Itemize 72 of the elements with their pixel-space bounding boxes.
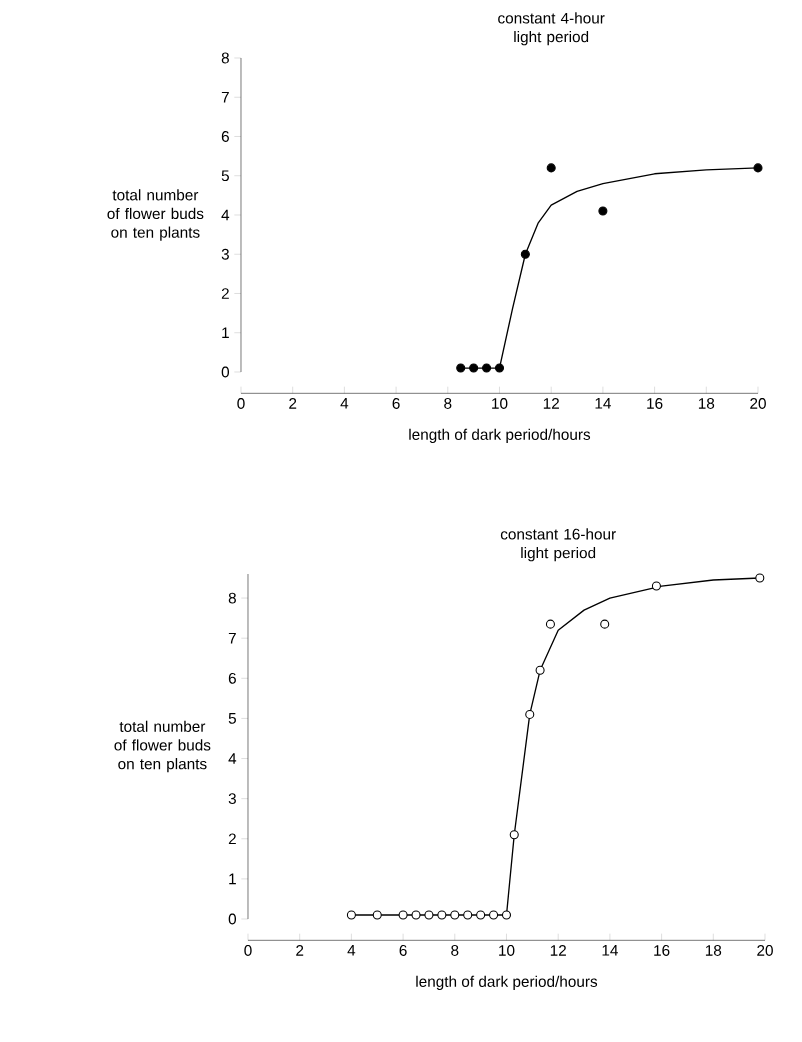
point xyxy=(535,665,545,675)
point xyxy=(755,573,765,583)
point xyxy=(398,910,408,920)
point xyxy=(501,910,512,920)
x-tick-label: 0 xyxy=(244,945,252,956)
y-tick-label: 2 xyxy=(228,833,236,845)
point xyxy=(494,363,505,373)
x-tick-label: 20 xyxy=(757,945,773,956)
y-tick-label: 3 xyxy=(221,248,229,260)
x-tick-label: 20 xyxy=(750,398,766,409)
y-tick-label: 3 xyxy=(228,793,236,805)
point xyxy=(546,163,556,173)
y-tick-label: 0 xyxy=(221,366,230,378)
point xyxy=(437,910,447,920)
x-tick-label: 0 xyxy=(237,398,245,409)
point xyxy=(450,910,460,920)
x-tick-label: 16 xyxy=(647,398,663,409)
x-axis-title: length of dark period/hours xyxy=(416,975,598,990)
y-axis-title: total number of flower buds on ten plants xyxy=(107,189,204,241)
point xyxy=(600,619,610,629)
point xyxy=(456,363,466,373)
y-tick-label: 7 xyxy=(228,632,236,644)
x-tick-label: 10 xyxy=(492,398,508,409)
point xyxy=(372,910,382,920)
y-tick-label: 4 xyxy=(228,753,237,764)
x-tick-label: 18 xyxy=(698,398,715,409)
x-tick-label: 8 xyxy=(444,398,452,409)
x-tick-label: 12 xyxy=(550,945,566,956)
x-tick-label: 4 xyxy=(347,945,356,956)
x-tick-label: 14 xyxy=(602,945,618,956)
point xyxy=(545,619,555,629)
x-tick-label: 8 xyxy=(451,945,459,956)
point xyxy=(520,249,530,259)
y-tick-label: 5 xyxy=(221,170,229,182)
y-tick-label: 6 xyxy=(228,672,236,684)
x-tick-label: 6 xyxy=(392,398,400,409)
point xyxy=(525,709,535,719)
x-tick-label: 16 xyxy=(654,945,670,956)
x-tick-label: 6 xyxy=(399,945,407,956)
y-tick-label: 8 xyxy=(228,592,236,604)
x-tick-label: 14 xyxy=(595,398,611,409)
y-tick-label: 1 xyxy=(229,873,236,885)
point xyxy=(598,206,608,216)
point xyxy=(753,163,763,173)
y-tick-label: 6 xyxy=(221,131,229,142)
x-tick-label: 18 xyxy=(705,945,722,956)
x-tick-label: 2 xyxy=(296,945,304,956)
x-tick-label: 4 xyxy=(340,398,349,409)
y-tick-label: 2 xyxy=(221,288,229,299)
point xyxy=(411,910,421,920)
y-tick-label: 5 xyxy=(228,713,236,724)
point xyxy=(424,910,434,920)
x-tick-label: 10 xyxy=(499,945,515,956)
y-tick-label: 8 xyxy=(221,52,229,64)
x-axis-title: length of dark period/hours xyxy=(409,428,591,444)
x-tick-label: 12 xyxy=(543,398,559,409)
point xyxy=(463,910,473,920)
x-tick-label: 2 xyxy=(289,398,297,409)
point xyxy=(476,910,486,920)
point xyxy=(482,363,492,373)
y-tick-label: 0 xyxy=(228,913,237,925)
y-tick-label: 1 xyxy=(222,327,229,339)
y-tick-label: 7 xyxy=(221,91,229,103)
point xyxy=(489,910,499,920)
y-tick-label: 4 xyxy=(221,209,230,221)
y-axis-title: total number of flower buds on ten plants xyxy=(114,720,211,773)
point xyxy=(509,830,519,840)
chart-title: constant 4-hour light period xyxy=(498,12,605,46)
point xyxy=(651,581,661,591)
chart-title: constant 16-hour light period xyxy=(500,528,616,562)
point xyxy=(469,363,479,373)
point xyxy=(346,910,356,920)
